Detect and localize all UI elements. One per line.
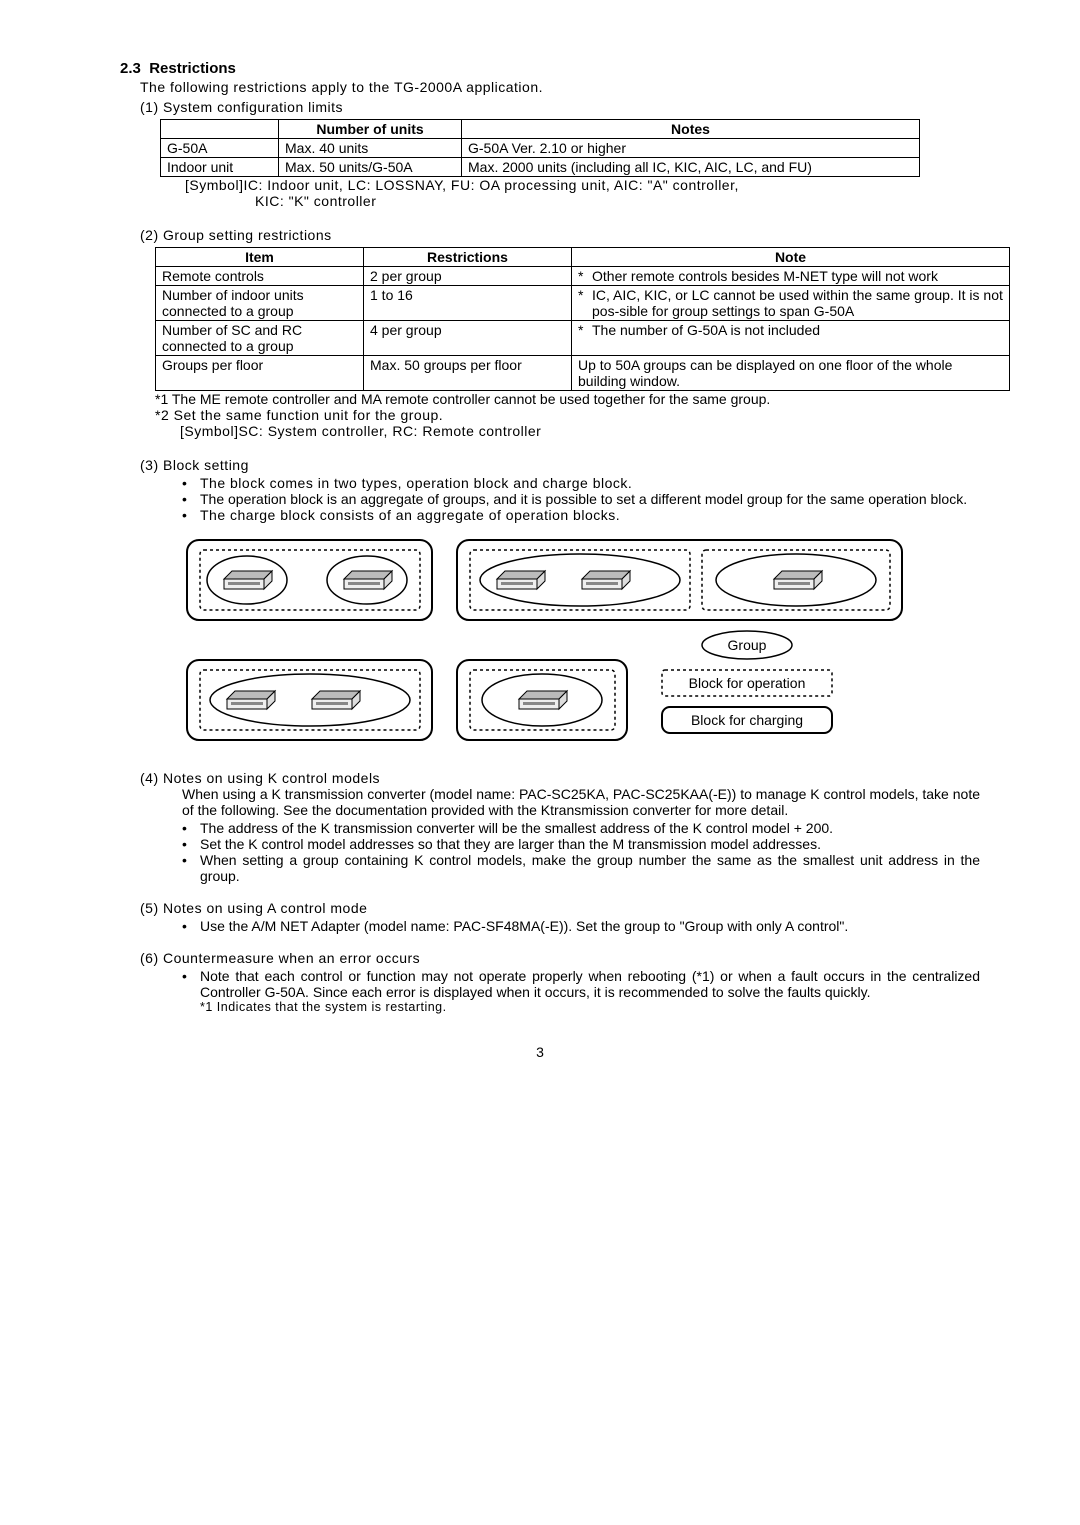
block-diagram: Group Block for operation Block for char… bbox=[182, 535, 980, 758]
subsection-2-label: (2) Group setting restrictions bbox=[140, 227, 980, 243]
list-item: The block comes in two types, operation … bbox=[182, 475, 980, 491]
table-row: G-50A Max. 40 units G-50A Ver. 2.10 or h… bbox=[161, 139, 920, 158]
list-item: Note that each control or function may n… bbox=[182, 968, 980, 1000]
bullet-list-4: The address of the K transmission conver… bbox=[182, 820, 980, 884]
td: Remote controls bbox=[156, 267, 364, 286]
tiny-footnote: *1 Indicates that the system is restarti… bbox=[200, 1000, 980, 1014]
td: *IC, AIC, KIC, or LC cannot be used with… bbox=[572, 286, 1010, 321]
note-text: The number of G-50A is not included bbox=[592, 322, 820, 338]
td: Number of SC and RC connected to a group bbox=[156, 321, 364, 356]
list-item: The address of the K transmission conver… bbox=[182, 820, 980, 836]
section-num: 2.3 bbox=[120, 60, 141, 77]
note-text: IC, AIC, KIC, or LC cannot be used withi… bbox=[592, 287, 1003, 319]
subsection-3-label: (3) Block setting bbox=[140, 457, 980, 473]
td: Max. 2000 units (including all IC, KIC, … bbox=[462, 158, 920, 177]
list-item: Set the K control model addresses so tha… bbox=[182, 836, 980, 852]
legend-group: Group bbox=[728, 637, 767, 653]
td: G-50A bbox=[161, 139, 279, 158]
th: Number of units bbox=[279, 120, 462, 139]
section-heading: 2.3 Restrictions bbox=[120, 60, 980, 77]
td: Max. 50 groups per floor bbox=[364, 356, 572, 391]
table-row: Number of indoor units connected to a gr… bbox=[156, 286, 1010, 321]
th: Item bbox=[156, 248, 364, 267]
td: *Other remote controls besides M-NET typ… bbox=[572, 267, 1010, 286]
intro-text: The following restrictions apply to the … bbox=[140, 79, 980, 95]
page-number: 3 bbox=[100, 1044, 980, 1060]
th: Restrictions bbox=[364, 248, 572, 267]
legend-charge: Block for charging bbox=[691, 712, 803, 728]
table-group-restrictions: Item Restrictions Note Remote controls 2… bbox=[155, 247, 1010, 391]
td: 1 to 16 bbox=[364, 286, 572, 321]
table-row: Indoor unit Max. 50 units/G-50A Max. 200… bbox=[161, 158, 920, 177]
td: Indoor unit bbox=[161, 158, 279, 177]
list-item: Use the A/M NET Adapter (model name: PAC… bbox=[182, 918, 980, 934]
td: Max. 40 units bbox=[279, 139, 462, 158]
td: Max. 50 units/G-50A bbox=[279, 158, 462, 177]
table-row: Remote controls 2 per group *Other remot… bbox=[156, 267, 1010, 286]
para-4: When using a K transmission converter (m… bbox=[182, 786, 980, 818]
list-item: The charge block consists of an aggregat… bbox=[182, 507, 980, 523]
footnote-2: *2 Set the same function unit for the gr… bbox=[155, 407, 980, 423]
td: *The number of G-50A is not included bbox=[572, 321, 1010, 356]
td: G-50A Ver. 2.10 or higher bbox=[462, 139, 920, 158]
symbol-note-1: [Symbol]IC: Indoor unit, LC: LOSSNAY, FU… bbox=[185, 177, 980, 193]
subsection-5-label: (5) Notes on using A control mode bbox=[140, 900, 980, 916]
footnote-3: [Symbol]SC: System controller, RC: Remot… bbox=[180, 423, 980, 439]
td: Up to 50A groups can be displayed on one… bbox=[572, 356, 1010, 391]
section-title-text: Restrictions bbox=[149, 60, 236, 77]
bullet-list-5: Use the A/M NET Adapter (model name: PAC… bbox=[182, 918, 980, 934]
table-header-row: Number of units Notes bbox=[161, 120, 920, 139]
bullet-list-3: The block comes in two types, operation … bbox=[182, 475, 980, 523]
subsection-6-label: (6) Countermeasure when an error occurs bbox=[140, 950, 980, 966]
th bbox=[161, 120, 279, 139]
td: 2 per group bbox=[364, 267, 572, 286]
note-text: Other remote controls besides M-NET type… bbox=[592, 268, 938, 284]
td: Number of indoor units connected to a gr… bbox=[156, 286, 364, 321]
th: Notes bbox=[462, 120, 920, 139]
table-row: Number of SC and RC connected to a group… bbox=[156, 321, 1010, 356]
list-item: When setting a group containing K contro… bbox=[182, 852, 980, 884]
table-row: Groups per floor Max. 50 groups per floo… bbox=[156, 356, 1010, 391]
bullet-list-6: Note that each control or function may n… bbox=[182, 968, 980, 1000]
legend-op: Block for operation bbox=[689, 675, 806, 691]
td: Groups per floor bbox=[156, 356, 364, 391]
list-item: The operation block is an aggregate of g… bbox=[182, 491, 980, 507]
symbol-note-2: KIC: "K" controller bbox=[255, 193, 980, 209]
footnote-1: *1 The ME remote controller and MA remot… bbox=[155, 391, 980, 407]
subsection-4-label: (4) Notes on using K control models bbox=[140, 770, 980, 786]
table-system-config: Number of units Notes G-50A Max. 40 unit… bbox=[160, 119, 920, 177]
td: 4 per group bbox=[364, 321, 572, 356]
th: Note bbox=[572, 248, 1010, 267]
subsection-1-label: (1) System configuration limits bbox=[140, 99, 980, 115]
table-header-row: Item Restrictions Note bbox=[156, 248, 1010, 267]
